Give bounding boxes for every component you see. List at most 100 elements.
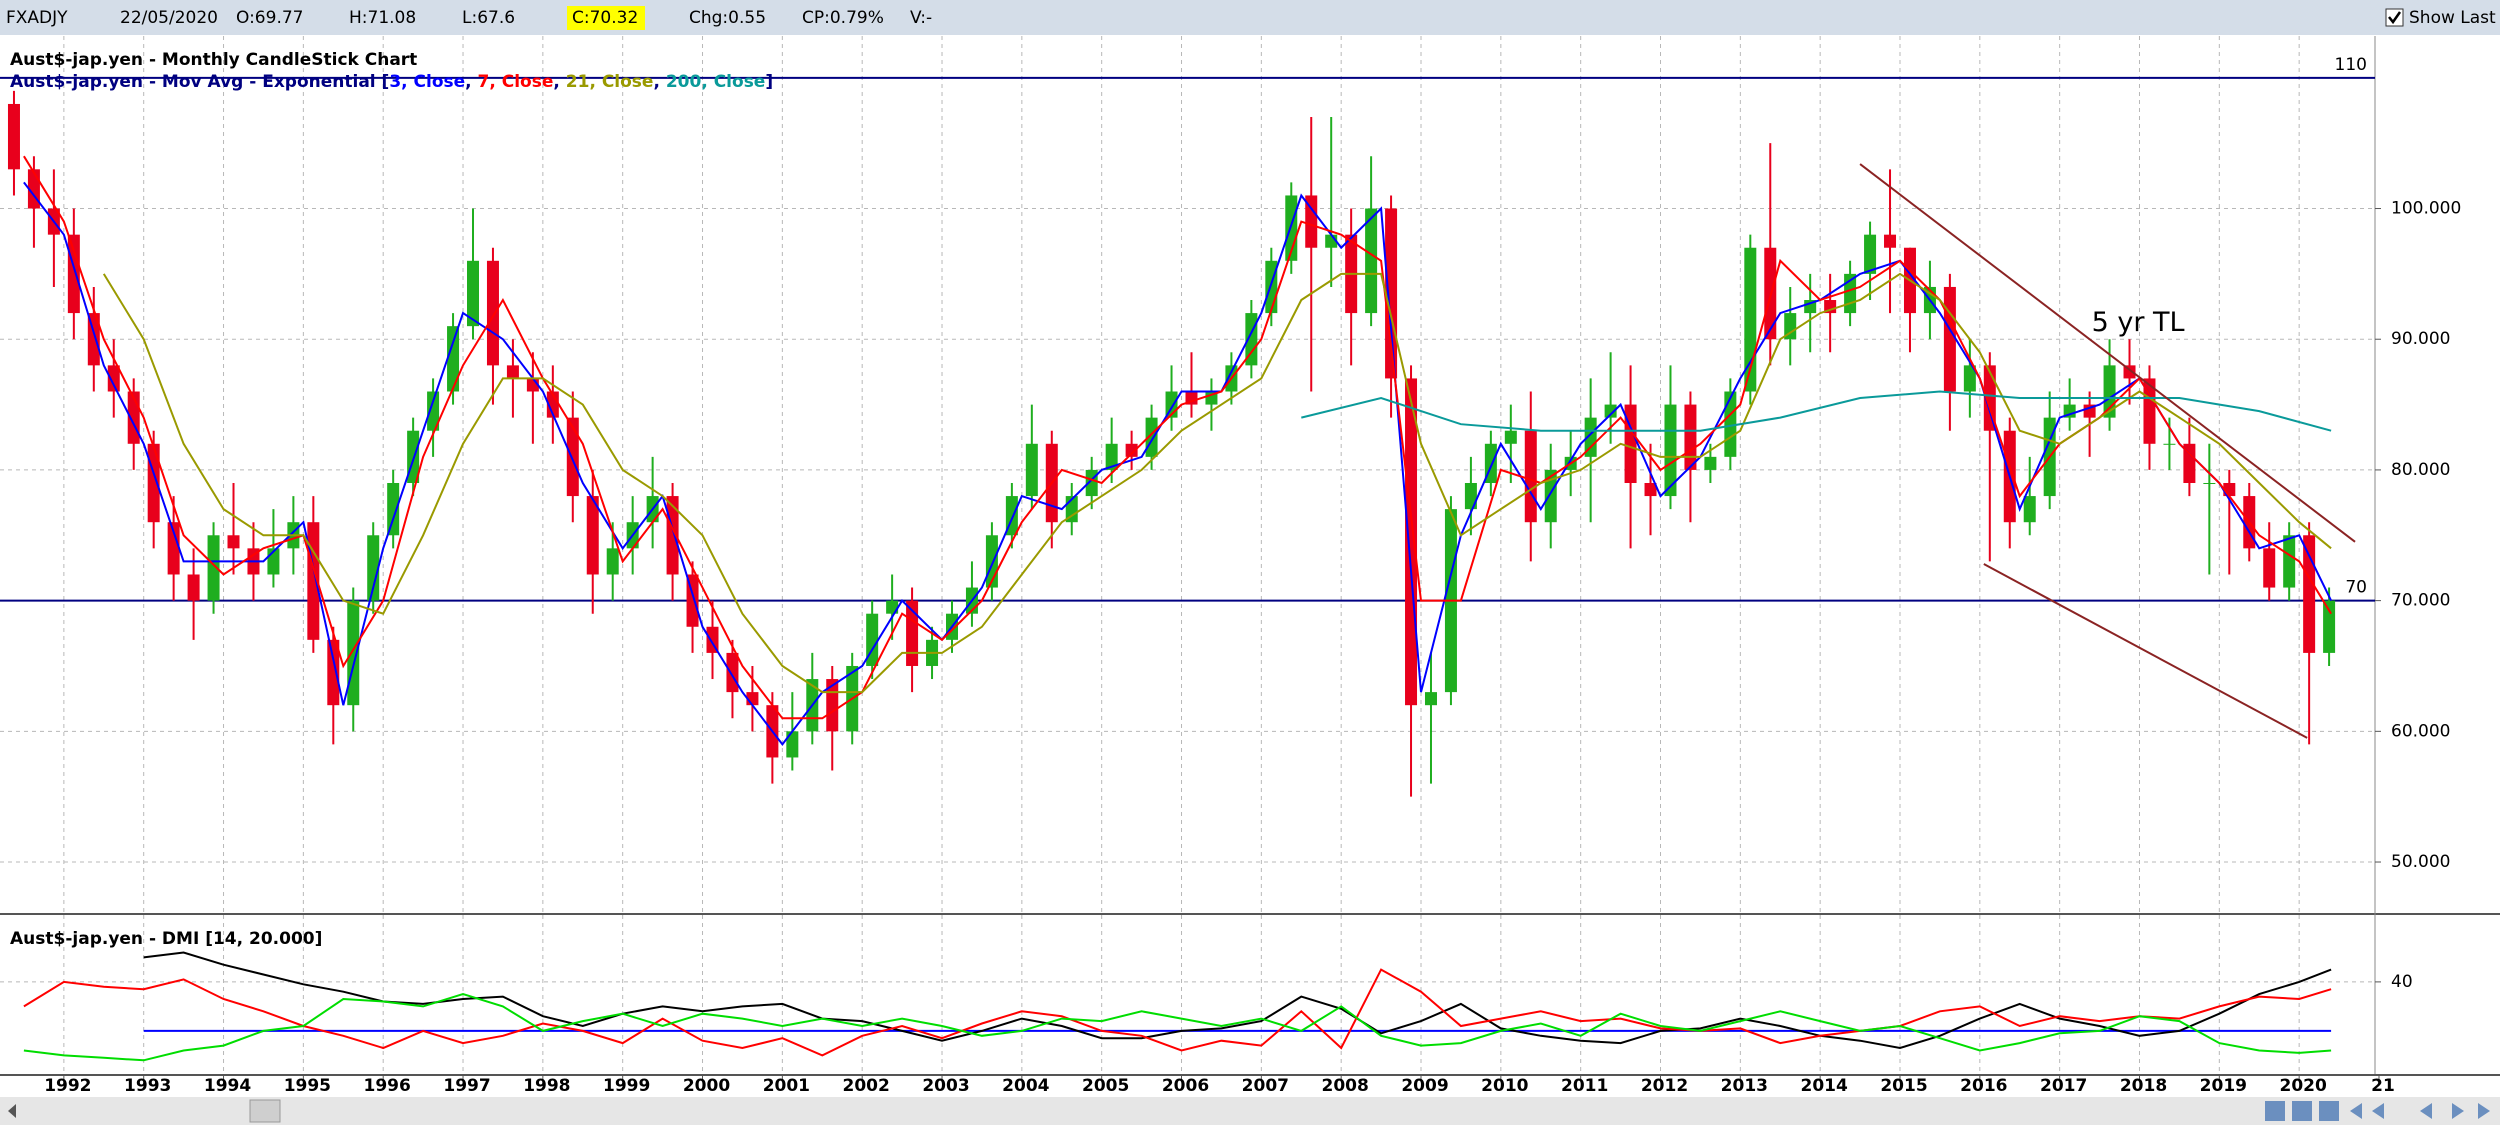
y-tick-label: 90.000 <box>2391 329 2450 349</box>
candle-body <box>1424 692 1437 706</box>
candle-body <box>1544 469 1557 523</box>
zoom-button[interactable] <box>2319 1101 2339 1121</box>
candle-body <box>1385 208 1398 379</box>
candle-body <box>227 535 240 549</box>
legend-separator: , <box>653 72 665 92</box>
x-tick-label: 2011 <box>1561 1076 1608 1096</box>
x-tick-label: 1999 <box>603 1076 650 1096</box>
plot-area <box>23 951 2332 1062</box>
candle-body <box>1524 430 1537 523</box>
x-tick-label: 2013 <box>1721 1076 1768 1096</box>
price-panel <box>0 36 2500 913</box>
candle-body <box>1504 430 1517 444</box>
candle-body <box>107 365 120 392</box>
x-tick-label: 1996 <box>364 1076 411 1096</box>
y-tick-label: 100.000 <box>2391 199 2461 219</box>
candle-body <box>2163 443 2176 445</box>
trendline <box>1859 163 2356 543</box>
y-tick-label: 70.000 <box>2391 591 2450 611</box>
legend-prefix: Aust$-jap.yen - Mov Avg - Exponential [ <box>10 72 389 92</box>
candle-body <box>1704 456 1717 470</box>
candle-body <box>7 103 20 170</box>
x-tick-label: 1994 <box>204 1076 251 1096</box>
x-tick-label: 2004 <box>1002 1076 1049 1096</box>
candle-body <box>327 639 340 706</box>
candle-body <box>1943 286 1956 392</box>
low: L:67.6 <box>462 8 515 28</box>
legend-entry: 200, Close <box>666 72 766 92</box>
panel-title: Aust$-jap.yen - DMI [14, 20.000] <box>10 929 322 949</box>
change: Chg:0.55 <box>689 8 766 28</box>
candle-body <box>467 260 480 327</box>
x-tick-label: 2008 <box>1322 1076 1369 1096</box>
candle-body <box>486 260 499 366</box>
close: C:70.32 <box>572 8 638 28</box>
scroll-forward[interactable] <box>2478 1103 2490 1119</box>
candle-body <box>726 652 739 693</box>
x-tick-label: 2015 <box>1880 1076 1927 1096</box>
x-tick-label: 2007 <box>1242 1076 1289 1096</box>
legend-entry: 3, Close <box>389 72 465 92</box>
scroll-back[interactable] <box>2350 1103 2384 1119</box>
indicator-line <box>23 181 2332 747</box>
candle-body <box>1604 404 1617 418</box>
y-tick-label: 60.000 <box>2391 721 2450 741</box>
candle-body <box>2323 600 2336 653</box>
candle-body <box>2143 378 2156 444</box>
candle-body <box>1365 208 1378 314</box>
step-forward[interactable] <box>2452 1103 2464 1119</box>
candle-body <box>1784 313 1797 340</box>
candle-body <box>1105 443 1118 470</box>
candle-body <box>427 391 440 431</box>
x-tick-label: 2014 <box>1801 1076 1848 1096</box>
step-back[interactable] <box>2420 1103 2432 1119</box>
candle-body <box>187 574 200 601</box>
high: H:71.08 <box>349 8 416 28</box>
x-tick-label: 2019 <box>2200 1076 2247 1096</box>
date: 22/05/2020 <box>120 8 218 28</box>
x-tick-label: 2005 <box>1082 1076 1129 1096</box>
x-tick-label: 1995 <box>284 1076 331 1096</box>
scrollbar[interactable] <box>0 1097 2500 1125</box>
candle-body <box>2283 535 2296 588</box>
candle-body <box>906 600 919 666</box>
horizontal-line-label: 70 <box>2345 578 2367 598</box>
candle-body <box>1684 404 1697 470</box>
x-tick-label: 1998 <box>523 1076 570 1096</box>
candle-body <box>1025 443 1038 497</box>
candle-body <box>387 482 400 536</box>
candle-body <box>2023 496 2036 523</box>
candle-body <box>786 731 799 758</box>
candle-body <box>167 522 180 575</box>
candle-body <box>506 365 519 379</box>
legend-suffix: ] <box>765 72 773 92</box>
horizontal-line-label: 110 <box>2335 55 2367 75</box>
candle-body <box>1963 365 1976 392</box>
close-highlight <box>567 6 645 30</box>
legend-separator: , <box>465 72 477 92</box>
change-percent: CP:0.79% <box>802 8 884 28</box>
show-last-label[interactable]: Show Last <box>2409 8 2496 28</box>
candle-body <box>207 535 220 601</box>
scroll-thumb[interactable] <box>249 1099 281 1123</box>
candle-body <box>1405 378 1418 706</box>
scroll-left[interactable] <box>8 1104 16 1118</box>
candle-body <box>1664 404 1677 497</box>
zoom-button[interactable] <box>2292 1101 2312 1121</box>
candle-body <box>2303 535 2316 653</box>
indicator-line <box>143 951 2332 1050</box>
annotation: 5 yr TL <box>2092 307 2185 338</box>
zoom-button[interactable] <box>2265 1101 2285 1121</box>
x-tick-label: 2020 <box>2279 1076 2326 1096</box>
candle-body <box>1644 482 1657 497</box>
x-tick-label: 2006 <box>1162 1076 1209 1096</box>
candle-body <box>566 417 579 497</box>
legend-separator: , <box>553 72 565 92</box>
candle-body <box>2203 482 2216 484</box>
x-tick-label: 2017 <box>2040 1076 2087 1096</box>
candle-body <box>367 535 380 601</box>
y-tick-label: 80.000 <box>2391 460 2450 480</box>
candle-body <box>1884 234 1897 248</box>
